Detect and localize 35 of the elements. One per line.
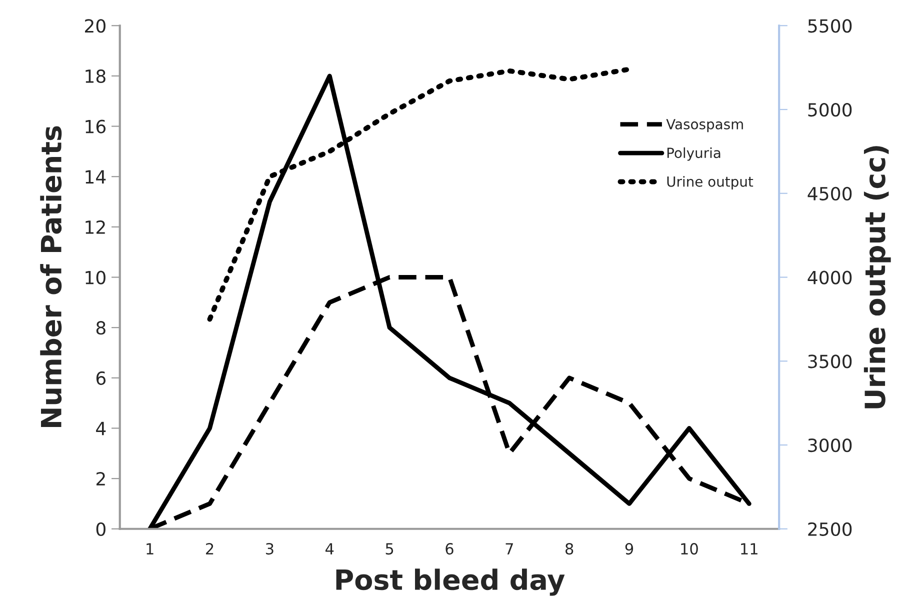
- y2-tick-label: 3000: [808, 438, 852, 452]
- x-tick-label: 11: [741, 543, 758, 554]
- y-tick-label: 4: [96, 422, 106, 436]
- y-tick-label: 12: [86, 220, 105, 234]
- y-tick-label: 8: [96, 321, 106, 335]
- y-axis-title: Number of Patients: [40, 126, 62, 427]
- legend-label: Vasospasm: [666, 119, 743, 132]
- y2-tick-label: 3500: [808, 354, 852, 368]
- legend-label: Urine output: [667, 176, 754, 190]
- y2-tick-label: 2500: [808, 522, 852, 536]
- x-tick-label: 4: [326, 543, 334, 554]
- x-tick-label: 9: [625, 543, 634, 555]
- y2-axis-title: Urine output (cc): [864, 146, 891, 408]
- y-tick-label: 16: [86, 120, 106, 134]
- y-tick-label: 6: [96, 371, 106, 386]
- x-tick-label: 7: [506, 543, 513, 554]
- x-tick-label: 6: [446, 543, 454, 555]
- y2-tick-label: 5000: [808, 102, 852, 117]
- x-tick-label: 5: [386, 543, 394, 555]
- y2-tick-label: 4500: [808, 186, 852, 200]
- x-axis-title: Post bleed day: [336, 568, 565, 596]
- x-tick-label: 2: [206, 543, 214, 554]
- y-tick-label: 18: [86, 69, 106, 84]
- y-tick-label: 2: [96, 472, 105, 486]
- y2-tick-label: 5500: [808, 19, 852, 33]
- y-tick-label: 10: [86, 270, 106, 284]
- legend-label: Polyuria: [667, 147, 720, 161]
- y-tick-label: 20: [85, 19, 106, 33]
- x-tick-label: 10: [681, 543, 698, 555]
- y-tick-label: 14: [86, 170, 106, 184]
- y-tick-label: 0: [96, 522, 106, 536]
- x-tick-label: 1: [146, 543, 154, 554]
- x-tick-label: 8: [566, 543, 574, 555]
- y2-tick-label: 4000: [808, 270, 852, 284]
- x-tick-label: 3: [266, 543, 274, 555]
